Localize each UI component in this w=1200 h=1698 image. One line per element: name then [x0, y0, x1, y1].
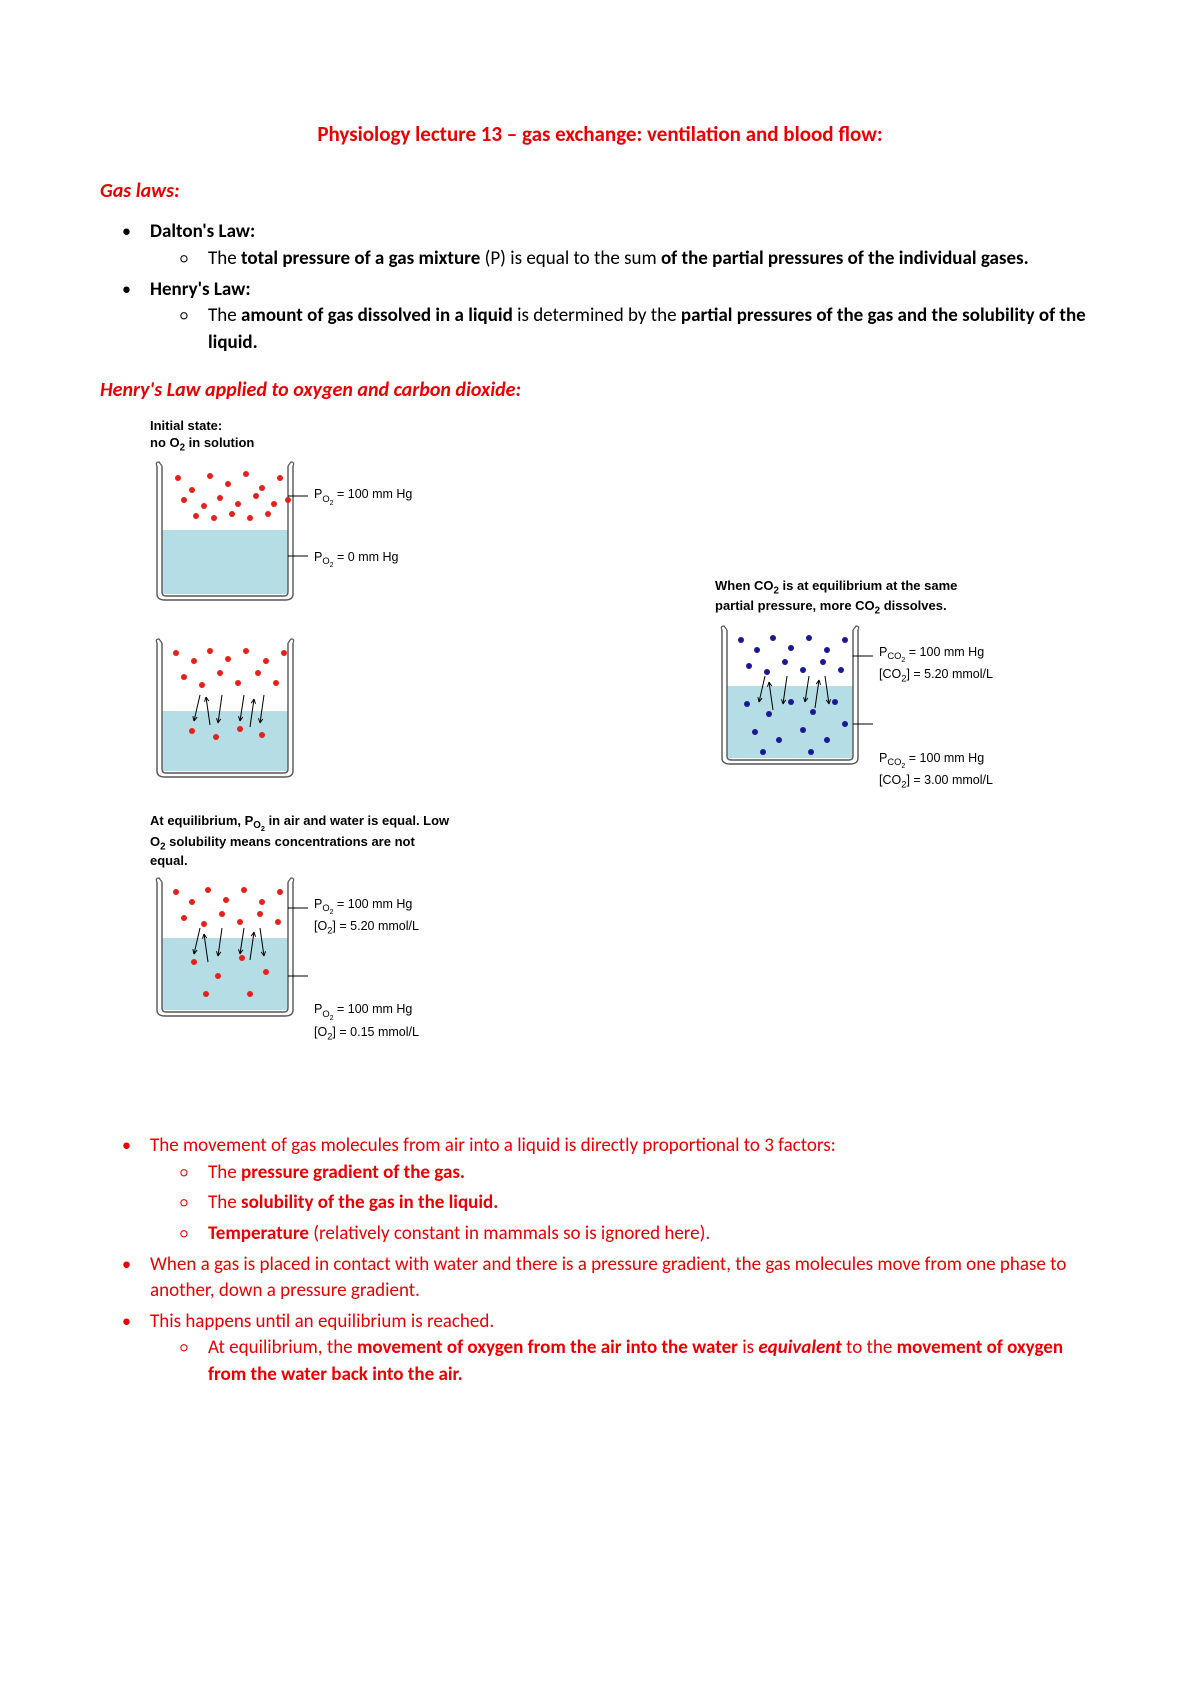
t: [CO	[879, 667, 901, 681]
t: in solution	[185, 435, 254, 450]
right-diagram-column: When CO2 is at equilibrium at the same p…	[715, 578, 1100, 1109]
t: pressure gradient of the gas.	[241, 1161, 465, 1184]
t: The	[208, 304, 241, 327]
t: movement	[897, 1336, 983, 1359]
beaker-1-label-air: PO2 = 100 mm Hg	[314, 486, 412, 508]
t: Initial state:	[150, 418, 222, 433]
dalton-body: The total pressure of a gas mixture (P) …	[208, 246, 1100, 273]
t: O	[253, 820, 261, 831]
factor-1: The pressure gradient of the gas.	[208, 1160, 1100, 1187]
t: = 100 mm Hg	[334, 897, 413, 911]
t: ] = 3.00 mmol/L	[906, 773, 993, 787]
t: no O	[150, 435, 180, 450]
t: solubility means concentrations are not …	[150, 834, 415, 869]
t: The movement of gas molecules from air i…	[150, 1134, 836, 1157]
diagram-area: Initial state: no O2 in solution PO2 = 1…	[150, 418, 1100, 1109]
henry-body: The amount of gas dissolved in a liquid …	[208, 303, 1100, 356]
t: = 100 mm Hg	[334, 487, 413, 501]
t: is	[738, 1336, 758, 1359]
beaker-3-caption: At equilibrium, PO2 in air and water is …	[150, 813, 450, 870]
beaker-3-block: At equilibrium, PO2 in air and water is …	[150, 813, 535, 1083]
beaker-4-caption: When CO2 is at equilibrium at the same p…	[715, 578, 995, 618]
t: = 0 mm Hg	[334, 550, 399, 564]
factors-intro: The movement of gas molecules from air i…	[150, 1133, 1100, 1247]
t: [O	[314, 919, 327, 933]
t: The	[208, 247, 241, 270]
t: = 100 mm Hg	[334, 1002, 413, 1016]
t: is determined by the	[513, 304, 681, 327]
beaker-1-label-water: PO2 = 0 mm Hg	[314, 549, 412, 571]
beaker-4-label-air: PCO2 = 100 mm Hg [CO2] = 5.20 mmol/L	[879, 644, 993, 686]
t: At equilibrium, P	[150, 813, 253, 828]
gradient-item: When a gas is placed in contact with wat…	[150, 1252, 1100, 1305]
factors-sublist: The pressure gradient of the gas. The so…	[150, 1160, 1100, 1248]
t: CO	[887, 757, 901, 767]
beaker-3-label-water: PO2 = 100 mm Hg [O2] = 0.15 mmol/L	[314, 1001, 419, 1043]
t: The	[208, 1191, 241, 1214]
t: (relatively constant in mammals so is ig…	[309, 1222, 710, 1245]
gas-laws-list: Dalton's Law: The total pressure of a ga…	[100, 219, 1100, 356]
t: equivalent	[758, 1336, 841, 1359]
section-henry-applied: Henry's Law applied to oxygen and carbon…	[100, 376, 1100, 404]
beaker-1-block: Initial state: no O2 in solution PO2 = 1…	[150, 418, 535, 610]
t: ] = 5.20 mmol/L	[332, 919, 419, 933]
section-gas-laws: Gas laws:	[100, 177, 1100, 205]
t: of the partial pressures of the individu…	[661, 247, 1029, 270]
dalton-sublist: The total pressure of a gas mixture (P) …	[150, 246, 1100, 273]
t: dissolves.	[880, 598, 946, 613]
henry-sublist: The amount of gas dissolved in a liquid …	[150, 303, 1100, 356]
t: CO	[887, 651, 901, 661]
beaker-2-block	[150, 637, 535, 787]
henry-item: Henry's Law: The amount of gas dissolved…	[150, 277, 1100, 357]
t: = 100 mm Hg	[905, 645, 984, 659]
t: solubility of the gas in the liquid.	[241, 1191, 498, 1214]
factors-list: The movement of gas molecules from air i…	[100, 1133, 1100, 1388]
t: movement	[357, 1336, 443, 1359]
left-diagram-column: Initial state: no O2 in solution PO2 = 1…	[150, 418, 535, 1109]
t: [O	[314, 1025, 327, 1039]
t: of oxygen from the air into the water	[443, 1336, 738, 1359]
t: [CO	[879, 773, 901, 787]
beaker-4-svg	[715, 624, 875, 774]
dalton-heading: Dalton's Law:	[150, 220, 255, 243]
beaker-2-svg	[150, 637, 310, 787]
beaker-1-caption: Initial state: no O2 in solution	[150, 418, 535, 454]
t: ] = 5.20 mmol/L	[906, 667, 993, 681]
factor-2: The solubility of the gas in the liquid.	[208, 1190, 1100, 1217]
beaker-3-svg	[150, 876, 310, 1026]
t: to the	[842, 1336, 897, 1359]
t: O	[322, 494, 329, 504]
t: O	[322, 903, 329, 913]
t: When CO	[715, 578, 774, 593]
t: The	[208, 1161, 241, 1184]
t: O	[322, 1009, 329, 1019]
t: At equilibrium, the	[208, 1336, 357, 1359]
factor-3: Temperature (relatively constant in mamm…	[208, 1221, 1100, 1248]
t: total pressure of a gas mixture	[241, 247, 480, 270]
beaker-1-svg	[150, 460, 310, 610]
equilibrium-detail: At equilibrium, the movement of oxygen f…	[208, 1335, 1100, 1388]
beaker-3-labels: PO2 = 100 mm Hg [O2] = 5.20 mmol/L PO2 =…	[314, 876, 419, 1084]
page-title: Physiology lecture 13 – gas exchange: ve…	[100, 120, 1100, 149]
equilibrium-sublist: At equilibrium, the movement of oxygen f…	[150, 1335, 1100, 1388]
dalton-item: Dalton's Law: The total pressure of a ga…	[150, 219, 1100, 272]
beaker-4-block: When CO2 is at equilibrium at the same p…	[715, 578, 1100, 831]
t: amount of gas dissolved in a liquid	[241, 304, 513, 327]
t: Temperature	[208, 1222, 309, 1245]
beaker-1-labels: PO2 = 100 mm Hg PO2 = 0 mm Hg	[314, 460, 412, 610]
t: (P) is equal to the sum	[480, 247, 661, 270]
t: This happens until an equilibrium is rea…	[150, 1310, 494, 1333]
henry-heading: Henry's Law:	[150, 278, 251, 301]
beaker-4-labels: PCO2 = 100 mm Hg [CO2] = 5.20 mmol/L PCO…	[879, 624, 993, 832]
beaker-4-label-water: PCO2 = 100 mm Hg [CO2] = 3.00 mmol/L	[879, 750, 993, 792]
t: = 100 mm Hg	[905, 751, 984, 765]
t: ] = 0.15 mmol/L	[332, 1025, 419, 1039]
beaker-3-label-air: PO2 = 100 mm Hg [O2] = 5.20 mmol/L	[314, 896, 419, 938]
t: O	[322, 556, 329, 566]
equilibrium-item: This happens until an equilibrium is rea…	[150, 1309, 1100, 1389]
